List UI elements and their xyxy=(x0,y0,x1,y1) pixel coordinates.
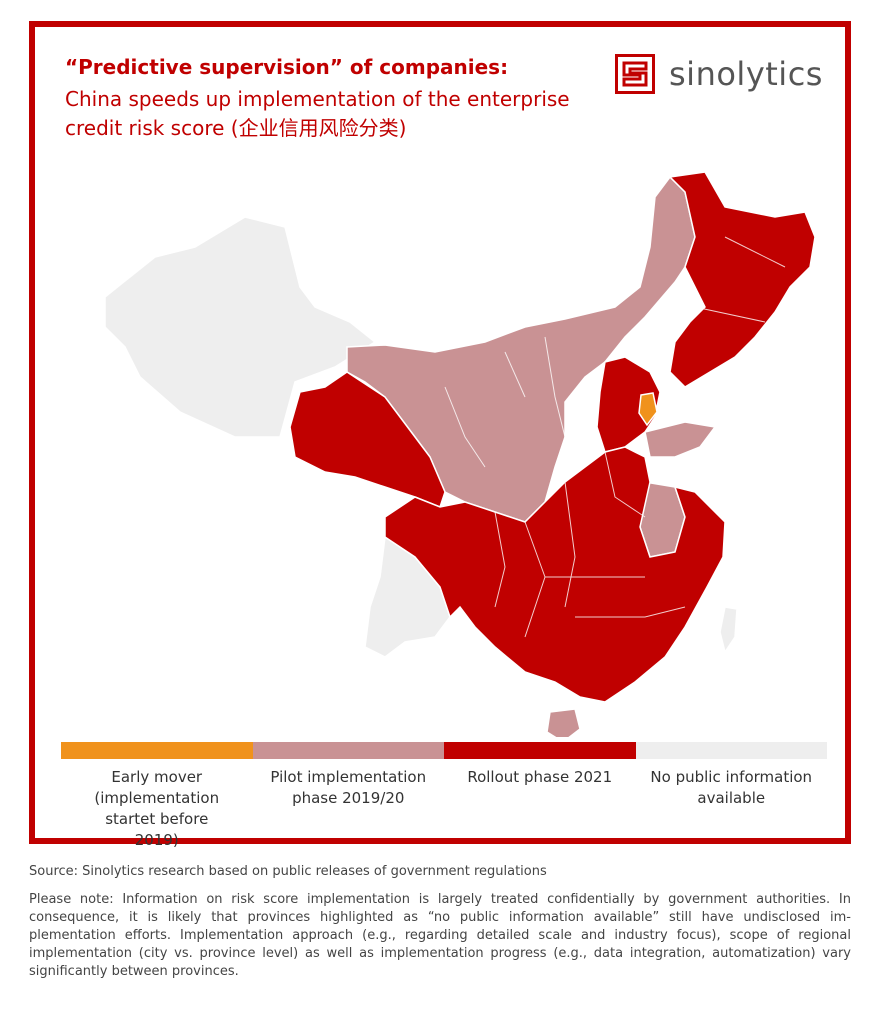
region-tianjin xyxy=(638,392,658,427)
region-hebei xyxy=(596,356,661,453)
legend-swatch-rollout xyxy=(444,742,636,759)
figure-title: “Predictive supervision” of companies: xyxy=(65,55,509,79)
disclaimer-note: Please note: Information on risk score i… xyxy=(29,892,851,979)
brand-logo: sinolytics xyxy=(615,49,823,99)
legend-label-early: Early mover (implementation startet befo… xyxy=(94,768,220,849)
legend-swatch-early xyxy=(61,742,253,759)
legend-item-pilot: Pilot implementation phase 2019/20 xyxy=(252,742,444,851)
legend-swatch-none xyxy=(635,742,827,759)
legend-item-early: Early mover (implementation startet befo… xyxy=(61,742,253,851)
legend-item-rollout: Rollout phase 2021 xyxy=(444,742,636,851)
legend-swatch-pilot xyxy=(252,742,444,759)
legend-label-rollout: Rollout phase 2021 xyxy=(467,768,613,786)
logo-text: sinolytics xyxy=(669,55,823,93)
region-shandong xyxy=(644,421,717,458)
province-borders xyxy=(444,236,786,638)
china-province-map xyxy=(104,171,816,737)
region-hainan xyxy=(546,708,581,737)
figure-subtitle: China speeds up implementation of the en… xyxy=(65,87,570,140)
legend-label-none: No public information available xyxy=(650,768,813,807)
source-note: Source: Sinolytics research based on pub… xyxy=(29,864,547,879)
region-taiwan xyxy=(719,606,738,654)
map-legend: Early mover (implementation startet befo… xyxy=(61,742,827,851)
sinolytics-logo-icon xyxy=(615,54,655,94)
region-northeast xyxy=(668,171,816,388)
legend-item-none: No public information available xyxy=(635,742,827,851)
figure-frame: “Predictive supervision” of companies: C… xyxy=(29,21,851,849)
legend-label-pilot: Pilot implementation phase 2019/20 xyxy=(270,768,427,807)
